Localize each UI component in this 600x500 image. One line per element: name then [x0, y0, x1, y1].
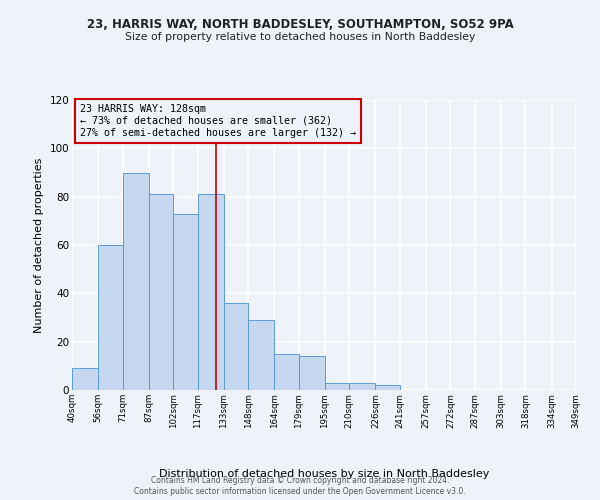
Bar: [72, 368, 98, 390]
Bar: [173, 214, 197, 390]
Bar: [349, 383, 376, 390]
Bar: [197, 194, 224, 390]
Bar: [248, 320, 274, 390]
Bar: [325, 383, 349, 390]
Text: Contains HM Land Registry data © Crown copyright and database right 2024.: Contains HM Land Registry data © Crown c…: [151, 476, 449, 485]
Bar: [376, 385, 400, 390]
Bar: [224, 303, 248, 390]
Bar: [98, 245, 122, 390]
Text: Contains public sector information licensed under the Open Government Licence v3: Contains public sector information licen…: [134, 488, 466, 496]
Text: Size of property relative to detached houses in North Baddesley: Size of property relative to detached ho…: [125, 32, 475, 42]
Bar: [149, 194, 173, 390]
Bar: [299, 356, 325, 390]
Text: 23 HARRIS WAY: 128sqm
← 73% of detached houses are smaller (362)
27% of semi-det: 23 HARRIS WAY: 128sqm ← 73% of detached …: [80, 104, 356, 138]
Text: 23, HARRIS WAY, NORTH BADDESLEY, SOUTHAMPTON, SO52 9PA: 23, HARRIS WAY, NORTH BADDESLEY, SOUTHAM…: [86, 18, 514, 30]
Bar: [122, 172, 149, 390]
Y-axis label: Number of detached properties: Number of detached properties: [34, 158, 44, 332]
X-axis label: Distribution of detached houses by size in North Baddesley: Distribution of detached houses by size …: [159, 470, 489, 480]
Bar: [274, 354, 299, 390]
